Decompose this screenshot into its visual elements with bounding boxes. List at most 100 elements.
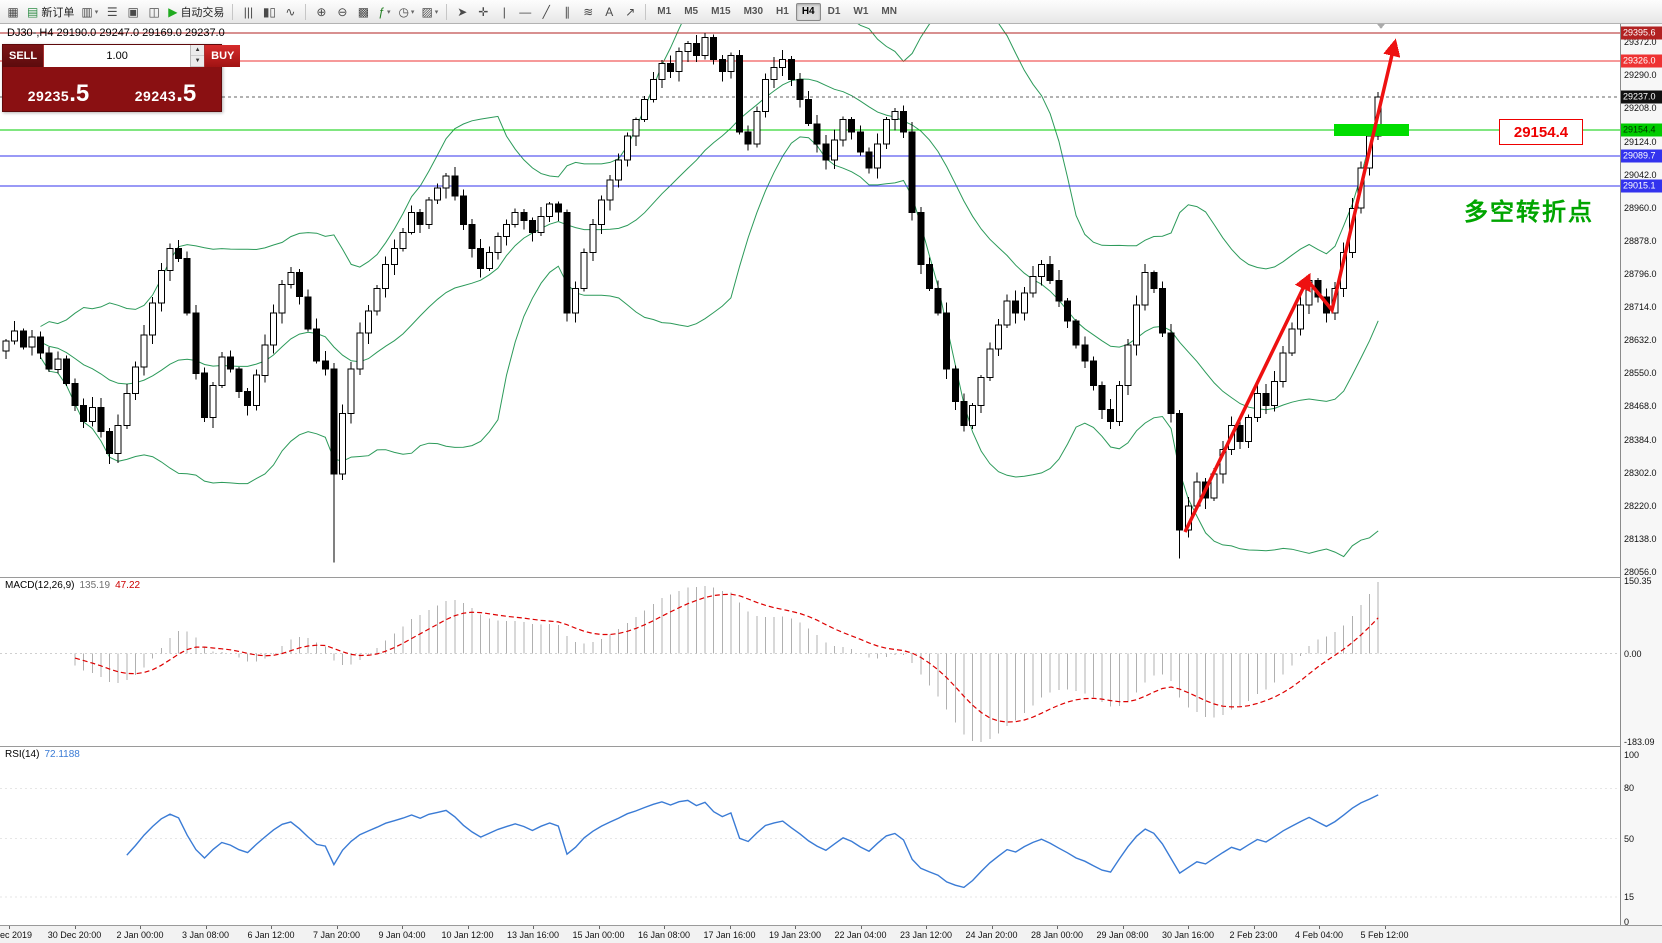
chevron-down-icon[interactable]: ▾	[410, 8, 415, 16]
candle	[45, 352, 53, 370]
candle	[1029, 276, 1037, 294]
candle	[304, 296, 312, 330]
navigator-icon[interactable]: ◫	[144, 2, 164, 22]
periods-icon[interactable]: ◷ ▾	[395, 2, 417, 22]
templates-icon[interactable]: ▨ ▾	[418, 2, 441, 22]
candle	[675, 50, 683, 72]
chevron-down-icon[interactable]: ▾	[387, 8, 391, 16]
sell-button[interactable]: SELL	[3, 45, 44, 67]
zoom-in-icon[interactable]: ⊕	[311, 2, 331, 22]
time-axis-tick	[205, 926, 207, 929]
timeframe-button-D1[interactable]: D1	[822, 3, 847, 21]
price-axis-tick: 29124.0	[1624, 137, 1657, 148]
channel-icon[interactable]: ∥	[557, 2, 577, 22]
candle	[796, 79, 804, 101]
bars-chart-icon: |||	[243, 4, 254, 19]
rsi-axis-tick: 80	[1624, 783, 1635, 794]
market-watch-icon[interactable]: ☰	[102, 2, 122, 22]
time-axis-label: 29 Jan 08:00	[1096, 930, 1149, 940]
timeframe-button-H4[interactable]: H4	[795, 2, 821, 21]
candle	[2, 340, 10, 352]
market-watch-icon: ☰	[106, 4, 118, 19]
candle	[761, 79, 769, 113]
time-axis-tick	[467, 926, 469, 929]
trend-arrow-up-1[interactable]	[1183, 272, 1311, 533]
time-axis-tick	[1384, 926, 1386, 929]
highlight-rect-annotation[interactable]	[1334, 124, 1409, 136]
timeframe-button-M15[interactable]: M15	[705, 3, 736, 21]
vertical-line-icon[interactable]: |	[494, 2, 514, 22]
time-axis-label: 2 Feb 23:00	[1229, 930, 1278, 940]
chart-macd-splitter[interactable]	[0, 577, 1662, 578]
tile-windows-icon[interactable]: ▩	[353, 2, 373, 22]
candle	[658, 62, 666, 81]
bollinger-band-line	[40, 24, 1379, 327]
fibonacci-icon: ≋	[583, 4, 594, 19]
candle	[598, 199, 605, 225]
trendline-icon[interactable]: ╱	[536, 2, 556, 22]
crosshair-icon[interactable]: ✛	[473, 2, 493, 22]
turning-point-annotation-text[interactable]: 多空转折点	[1464, 199, 1594, 226]
chart-shift-marker[interactable]	[1376, 24, 1386, 29]
autotrade-button-label: 自动交易	[180, 6, 225, 19]
cursor-icon[interactable]: ➤	[452, 2, 472, 22]
rsi-axis-tick: 0	[1624, 917, 1630, 927]
time-axis-label: 19 Jan 23:00	[768, 930, 822, 940]
volume-up-button[interactable]: ▲	[191, 45, 205, 56]
timeframe-button-H1[interactable]: H1	[770, 3, 795, 21]
data-window-icon[interactable]: ▣	[123, 2, 143, 22]
text-icon[interactable]: A	[599, 2, 619, 22]
rsi-axis-tick: 50	[1624, 833, 1635, 844]
time-axis[interactable]: 7 Dec 2019 30 Dec 20:00 2 Jan 00:00 3 Jan 0…	[0, 925, 1662, 943]
fibonacci-icon[interactable]: ≋	[578, 2, 598, 22]
price-axis[interactable]: 29372.0 29290.0 29208.0 29124.0 29042.0 28960…	[1620, 24, 1662, 927]
candle	[330, 368, 338, 475]
buy-button[interactable]: BUY	[205, 45, 241, 67]
candle	[149, 302, 157, 336]
time-axis-label: 10 Jan 12:00	[441, 930, 494, 940]
autotrade-button[interactable]: ▶ 自动交易	[165, 2, 227, 22]
rsi-axis-tick: 100	[1624, 750, 1640, 760]
line-chart-icon[interactable]: ∿	[280, 2, 300, 22]
chart-profiles-icon[interactable]: ▥ ▾	[78, 2, 101, 22]
chevron-down-icon[interactable]: ▾	[94, 8, 99, 16]
text-icon: A	[605, 4, 614, 19]
time-axis-tick	[74, 926, 76, 929]
zoom-out-icon[interactable]: ⊖	[332, 2, 352, 22]
volume-down-button[interactable]: ▼	[191, 56, 205, 67]
zoom-in-icon: ⊕	[316, 4, 327, 19]
timeframe-button-M5[interactable]: M5	[678, 3, 704, 21]
macd-rsi-splitter[interactable]	[0, 746, 1662, 747]
trend-arrow-up-2[interactable]	[1307, 38, 1401, 314]
time-axis-tick	[1122, 926, 1124, 929]
candle	[727, 54, 735, 73]
candle	[416, 211, 424, 225]
timeframe-button-W1[interactable]: W1	[847, 3, 874, 21]
bollinger-band-line	[40, 136, 1379, 558]
chevron-down-icon[interactable]: ▾	[434, 8, 439, 16]
macd-signal-line	[74, 593, 1379, 723]
horizontal-line-icon[interactable]: —	[515, 2, 535, 22]
arrows-icon[interactable]: ↗	[620, 2, 640, 22]
timeframe-button-M30[interactable]: M30	[738, 3, 769, 21]
candle	[252, 374, 260, 406]
price-axis-tick: 28468.0	[1624, 401, 1657, 412]
candlestick-chart-canvas[interactable]	[0, 24, 1620, 925]
line-chart-icon: ∿	[285, 4, 296, 19]
time-axis-tick	[1319, 926, 1320, 929]
timeframe-button-MN[interactable]: MN	[875, 3, 903, 21]
timeframe-button-M1[interactable]: M1	[651, 3, 677, 21]
candlestick-chart-icon[interactable]: ▮▯	[259, 2, 279, 22]
candle	[1038, 264, 1046, 278]
price-axis-tick: 29042.0	[1624, 170, 1657, 181]
candle	[1046, 264, 1054, 282]
price-axis-level-box: 29395.6	[1621, 26, 1662, 40]
volume-input[interactable]	[44, 45, 191, 67]
new-order-button[interactable]: ▤ 新订单	[24, 2, 77, 22]
bars-chart-icon[interactable]: |||	[238, 2, 258, 22]
charts-grid-icon[interactable]: ▦	[3, 2, 23, 22]
price-level-annotation-label[interactable]: 29154.4	[1499, 119, 1583, 145]
candle	[1271, 380, 1279, 406]
add-indicator-icon[interactable]: ƒ ▾	[374, 2, 394, 22]
candle	[278, 284, 286, 314]
